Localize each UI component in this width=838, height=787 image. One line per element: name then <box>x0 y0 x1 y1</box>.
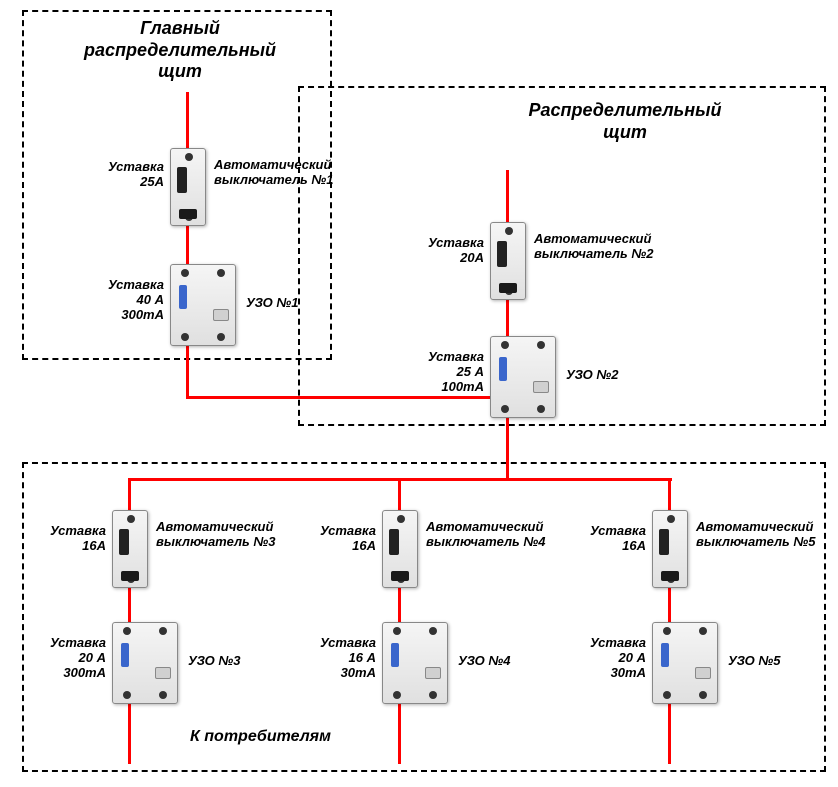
rcd-5 <box>652 622 718 704</box>
rcd-5-name: УЗО №5 <box>728 654 781 669</box>
breaker-4-name: Автоматическийвыключатель №4 <box>426 520 546 550</box>
rcd-4-name: УЗО №4 <box>458 654 511 669</box>
wire <box>668 588 671 622</box>
breaker-3-setting: Уставка16А <box>30 524 106 554</box>
breaker-1-setting: Уставка25А <box>88 160 164 190</box>
rcd-1-name: УЗО №1 <box>246 296 299 311</box>
panel-consumers <box>22 462 826 772</box>
breaker-2 <box>490 222 526 300</box>
rcd-3 <box>112 622 178 704</box>
breaker-5-setting: Уставка16А <box>570 524 646 554</box>
breaker-5-name: Автоматическийвыключатель №5 <box>696 520 816 550</box>
wire <box>128 478 131 510</box>
rcd-2 <box>490 336 556 418</box>
wire <box>668 478 671 510</box>
breaker-1-name: Автоматическийвыключатель №1 <box>214 158 334 188</box>
breaker-4-setting: Уставка16А <box>300 524 376 554</box>
panel-main-title: Главныйраспределительныйщит <box>80 18 280 83</box>
rcd-1-setting: Уставка40 А300mA <box>88 278 164 323</box>
rcd-4-setting: Уставка16 А30mA <box>300 636 376 681</box>
breaker-3-name: Автоматическийвыключатель №3 <box>156 520 276 550</box>
wire <box>668 704 671 764</box>
rcd-3-setting: Уставка20 А300mA <box>30 636 106 681</box>
wire <box>186 346 189 398</box>
wire <box>506 300 509 336</box>
panel-dist-title: Распределительныйщит <box>470 100 780 143</box>
breaker-4 <box>382 510 418 588</box>
rcd-2-name: УЗО №2 <box>566 368 619 383</box>
breaker-1 <box>170 148 206 226</box>
rcd-2-setting: Уставка25 А100mA <box>408 350 484 395</box>
consumers-label: К потребителям <box>190 728 331 746</box>
wire <box>128 704 131 764</box>
wire <box>186 396 508 399</box>
breaker-5 <box>652 510 688 588</box>
diagram-canvas: Главныйраспределительныйщит Распределите… <box>0 0 838 787</box>
rcd-3-name: УЗО №3 <box>188 654 241 669</box>
wire <box>398 478 401 510</box>
wire <box>398 704 401 764</box>
wire <box>186 226 189 264</box>
breaker-3 <box>112 510 148 588</box>
breaker-2-name: Автоматическийвыключатель №2 <box>534 232 654 262</box>
wire <box>506 170 509 222</box>
wire <box>128 588 131 622</box>
wire <box>186 92 189 148</box>
rcd-5-setting: Уставка20 А30mA <box>570 636 646 681</box>
breaker-2-setting: Уставка20А <box>408 236 484 266</box>
rcd-1 <box>170 264 236 346</box>
wire <box>398 588 401 622</box>
rcd-4 <box>382 622 448 704</box>
